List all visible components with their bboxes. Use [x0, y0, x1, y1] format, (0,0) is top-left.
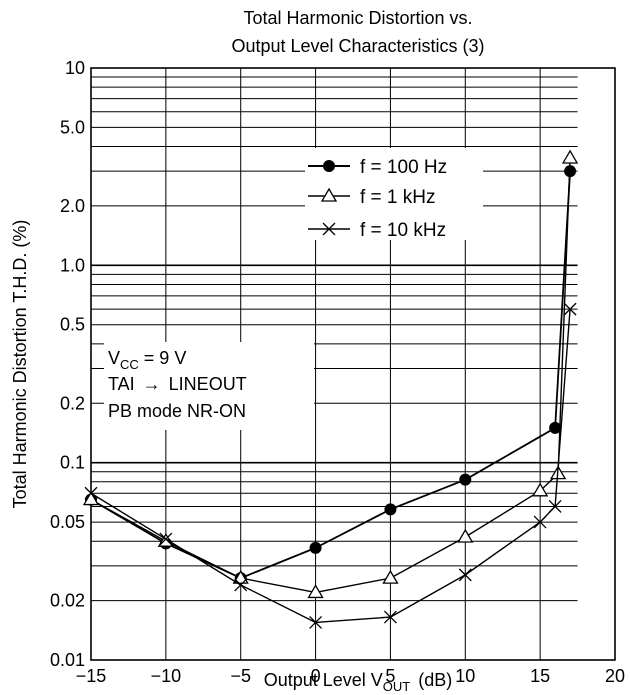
legend-background	[305, 148, 483, 240]
y-axis-label: Total Harmonic Distortion T.H.D. (%)	[10, 220, 30, 509]
open-triangle-icon	[320, 187, 338, 202]
x-axis-label-unit: (dB)	[418, 670, 452, 690]
data-point	[382, 569, 399, 584]
x-tick-label: 20	[605, 666, 625, 686]
y-tick-label: 0.05	[50, 512, 85, 532]
annotation-mode: PB mode NR-ON	[108, 401, 246, 421]
x-tick-label: −5	[230, 666, 251, 686]
annotation-vcc-sub: CC	[120, 357, 139, 372]
x-tick-label: −15	[76, 666, 107, 686]
y-tick-label: 0.5	[60, 315, 85, 335]
data-point	[532, 482, 549, 497]
y-tick-label: 5.0	[60, 117, 85, 137]
legend-item-100hz: f = 100 Hz	[308, 157, 447, 178]
data-point	[459, 473, 472, 486]
plot-frame	[90, 67, 616, 661]
data-point	[384, 503, 397, 516]
right-arrow-icon: →	[143, 374, 161, 394]
chart-title-line-2: Output Level Characteristics (3)	[231, 36, 484, 56]
annotation-background	[104, 342, 314, 430]
filled-circle-icon	[323, 160, 335, 172]
y-tick-label: 0.01	[50, 650, 85, 670]
x-tick-label: 15	[530, 666, 550, 686]
x-tick-label: −10	[151, 666, 182, 686]
legend-item-1khz: f = 1 kHz	[308, 187, 436, 208]
data-point	[82, 491, 100, 506]
data-point	[457, 528, 474, 543]
x-tick-label: 5	[385, 666, 395, 686]
data-point	[232, 569, 249, 584]
data-point	[383, 610, 397, 624]
series-layer	[82, 149, 579, 629]
chart-title-line-1: Total Harmonic Distortion vs.	[243, 8, 472, 28]
y-tick-label: 2.0	[60, 196, 85, 216]
conditions-annotation: VCC = 9 V TAI → LINEOUT PB mode NR-ON	[104, 342, 314, 430]
data-point	[561, 149, 579, 164]
series-2	[84, 302, 577, 629]
data-point	[234, 578, 248, 592]
x-axis-label-sub: OUT	[383, 679, 411, 694]
data-point	[563, 302, 577, 316]
legend-label-1khz: f = 1 kHz	[360, 187, 436, 208]
annotation-signal-path: TAI → LINEOUT	[108, 374, 247, 394]
legend-label-100hz: f = 100 Hz	[360, 157, 447, 178]
data-point	[309, 541, 322, 554]
annotation-vcc-value: = 9 V	[139, 348, 187, 368]
data-point	[307, 584, 324, 599]
data-point	[84, 486, 98, 500]
tick-labels: −15 −10 −5 0 5 10 15 20 0.01 0.02 0.05 0.1 0.2 0.5 1.0…	[50, 58, 625, 686]
x-tick-label: 0	[311, 666, 321, 686]
data-point	[458, 568, 472, 582]
legend-label-10khz: f = 10 kHz	[360, 220, 446, 241]
legend-item-10khz: f = 10 kHz	[308, 220, 446, 241]
series-line	[90, 171, 571, 580]
cross-icon	[322, 222, 336, 236]
y-tick-label: 1.0	[60, 255, 85, 275]
legend: f = 100 Hz f = 1 kHz f = 10 kHz	[305, 148, 483, 241]
data-point	[533, 515, 547, 529]
y-tick-label: 0.1	[60, 453, 85, 473]
series-1	[82, 149, 579, 599]
y-tick-label: 0.2	[60, 393, 85, 413]
data-point	[159, 532, 173, 546]
x-axis-label: Output Level VOUT (dB)	[264, 670, 453, 694]
annotation-vcc: VCC = 9 V	[108, 348, 186, 372]
x-tick-label: 10	[455, 666, 475, 686]
data-point	[309, 615, 323, 629]
y-tick-label: 10	[65, 58, 85, 78]
data-point	[548, 499, 562, 513]
y-tick-label: 0.02	[50, 591, 85, 611]
data-point	[549, 421, 562, 434]
